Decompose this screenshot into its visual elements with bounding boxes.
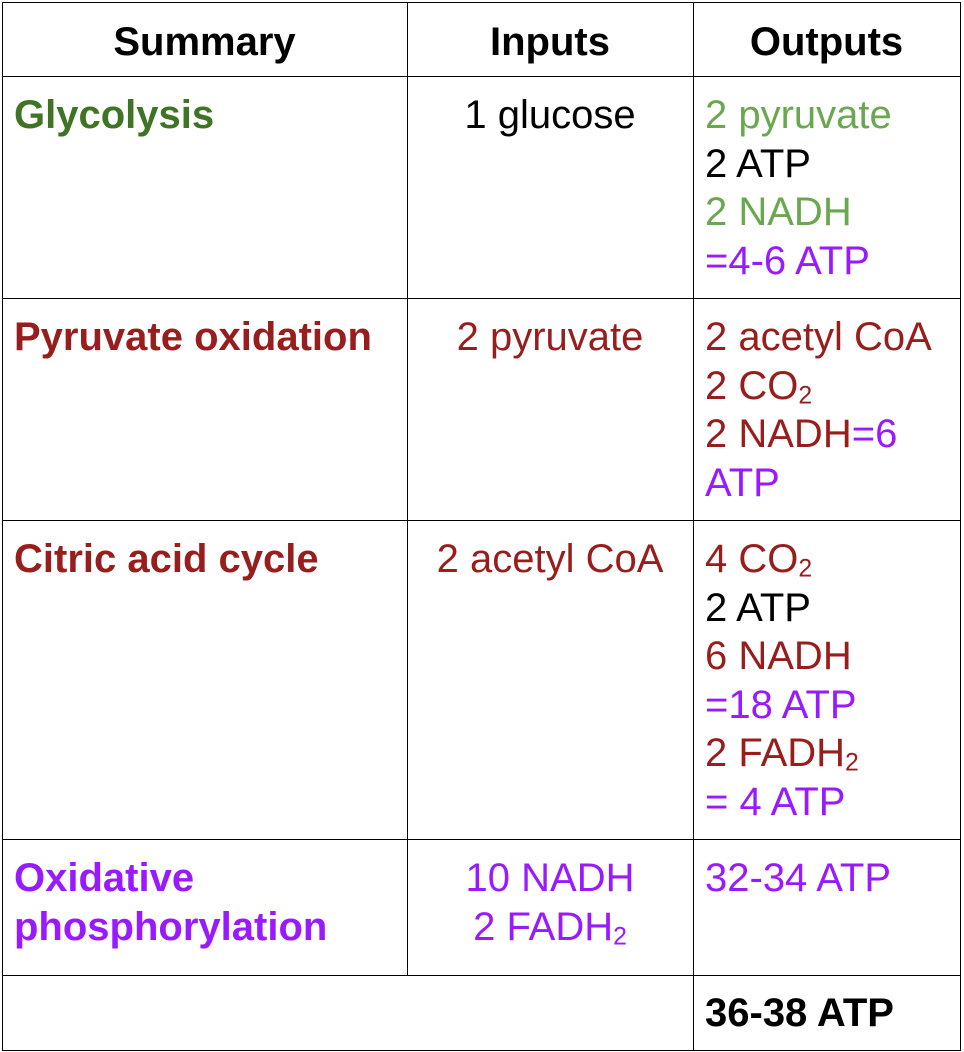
- total-atp: 36-38 ATP: [705, 991, 894, 1035]
- stage-oxidative-phosphorylation: Oxidative phosphorylation: [14, 856, 328, 949]
- output-line: =4-6 ATP: [705, 238, 870, 283]
- output-line: 2 ATP: [705, 585, 811, 630]
- output-line: 2 acetyl CoA: [705, 315, 932, 359]
- output-line: 4 CO2: [705, 537, 813, 583]
- output-line: 2 ATP: [705, 141, 811, 186]
- header-inputs: Inputs: [490, 20, 610, 64]
- stage-glycolysis: Glycolysis: [14, 93, 215, 137]
- output-line: 2 FADH2: [705, 731, 859, 777]
- inputs-citric-acid-cycle: 2 acetyl CoA: [436, 537, 664, 581]
- outputs-glycolysis: 2 pyruvate 2 ATP 2 NADH =4-6 ATP: [705, 91, 892, 285]
- output-line: 2 pyruvate: [705, 93, 892, 137]
- outputs-pyruvate-oxidation: 2 acetyl CoA 2 CO2 2 NADH=6 ATP: [705, 313, 932, 507]
- output-line: =18 ATP: [705, 682, 857, 727]
- inputs-oxidative-phosphorylation: 10 NADH 2 FADH2: [465, 856, 635, 950]
- outputs-oxidative-phosphorylation: 32-34 ATP: [705, 856, 892, 900]
- inputs-glycolysis: 1 glucose: [464, 93, 636, 137]
- output-line: ATP: [705, 460, 780, 505]
- output-line: 2 NADH: [705, 190, 852, 234]
- outputs-citric-acid-cycle: 4 CO2 2 ATP 6 NADH =18 ATP 2 FADH2 = 4 A…: [705, 535, 859, 826]
- header-summary: Summary: [113, 20, 296, 64]
- output-line: 2 NADH=6: [705, 412, 898, 456]
- stage-pyruvate-oxidation: Pyruvate oxidation: [14, 315, 372, 359]
- stage-citric-acid-cycle: Citric acid cycle: [14, 537, 319, 581]
- output-line: = 4 ATP: [705, 779, 846, 824]
- output-line: 6 NADH: [705, 634, 852, 678]
- inputs-pyruvate-oxidation: 2 pyruvate: [456, 315, 644, 359]
- output-line: 2 CO2: [705, 363, 813, 409]
- header-outputs: Outputs: [749, 20, 904, 64]
